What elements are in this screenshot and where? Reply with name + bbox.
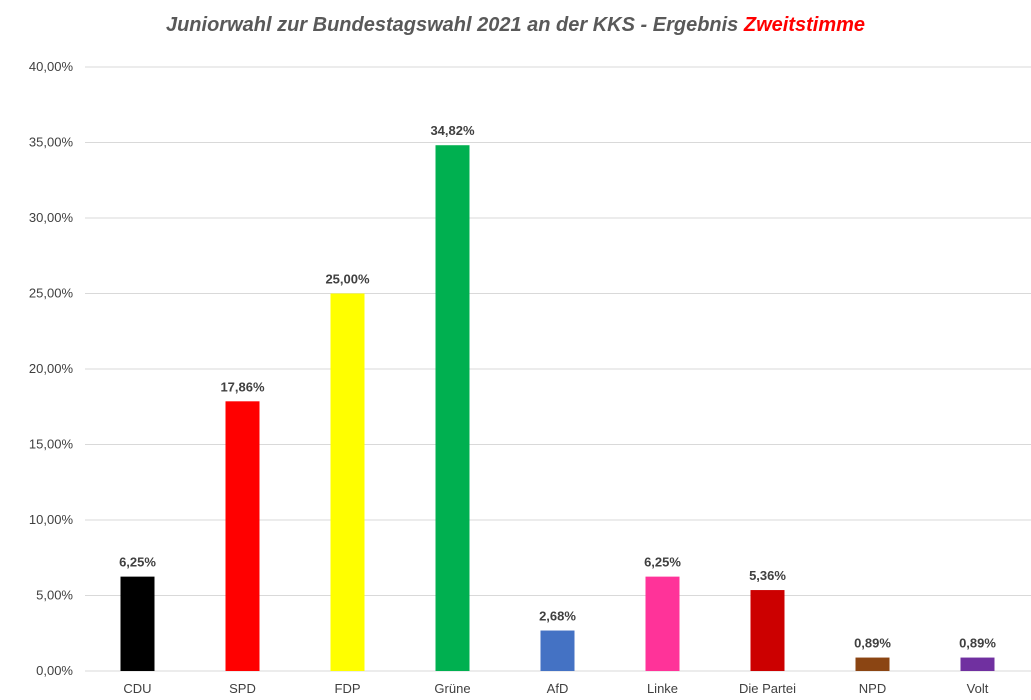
bar <box>750 590 785 671</box>
y-tick-label: 15,00% <box>29 437 74 452</box>
x-category-label: FDP <box>335 681 361 696</box>
bar <box>855 657 890 671</box>
y-tick-label: 30,00% <box>29 210 74 225</box>
y-tick-label: 40,00% <box>29 59 74 74</box>
bar <box>225 401 260 671</box>
data-label: 0,89% <box>959 636 996 651</box>
y-tick-label: 0,00% <box>36 663 73 678</box>
bar <box>645 576 680 671</box>
bar <box>540 630 575 671</box>
chart-title-highlight: Zweitstimme <box>743 14 866 36</box>
y-tick-label: 25,00% <box>29 286 74 301</box>
y-tick-label: 10,00% <box>29 512 74 527</box>
chart-title: Juniorwahl zur Bundestagswahl 2021 an de… <box>0 14 1031 37</box>
y-axis-ticks: 0,00% 5,00% 10,00% 15,00% 20,00% 25,00% 30,00%… <box>29 59 74 678</box>
data-label: 17,86% <box>220 379 265 394</box>
x-category-label: Volt <box>967 681 989 696</box>
chart-title-main: Juniorwahl zur Bundestagswahl 2021 an de… <box>165 14 739 36</box>
y-tick-label: 5,00% <box>36 588 73 603</box>
x-category-label: SPD <box>229 681 256 696</box>
y-tick-label: 20,00% <box>29 361 74 376</box>
data-labels: 6,25% 17,86% 25,00% 34,82% 2,68% 6,25% 5,36% 0,… <box>119 123 996 650</box>
x-category-label: NPD <box>859 681 886 696</box>
data-label: 5,36% <box>749 568 786 583</box>
data-label: 6,25% <box>119 555 156 570</box>
x-category-label: CDU <box>123 681 151 696</box>
x-axis-categories: CDU SPD FDP Grüne AfD Linke Die Partei NPD Volt <box>123 681 988 696</box>
bar <box>435 145 470 671</box>
x-category-label: Die Partei <box>739 681 796 696</box>
data-label: 25,00% <box>325 272 370 287</box>
data-label: 6,25% <box>644 555 681 570</box>
bars <box>120 145 995 671</box>
bar <box>960 657 995 671</box>
data-label: 0,89% <box>854 636 891 651</box>
x-category-label: Grüne <box>434 681 470 696</box>
data-label: 2,68% <box>539 609 576 624</box>
bar <box>120 576 155 671</box>
y-tick-label: 35,00% <box>29 135 74 150</box>
x-category-label: AfD <box>547 681 569 696</box>
data-label: 34,82% <box>430 123 475 138</box>
x-category-label: Linke <box>647 681 678 696</box>
bar <box>330 293 365 671</box>
